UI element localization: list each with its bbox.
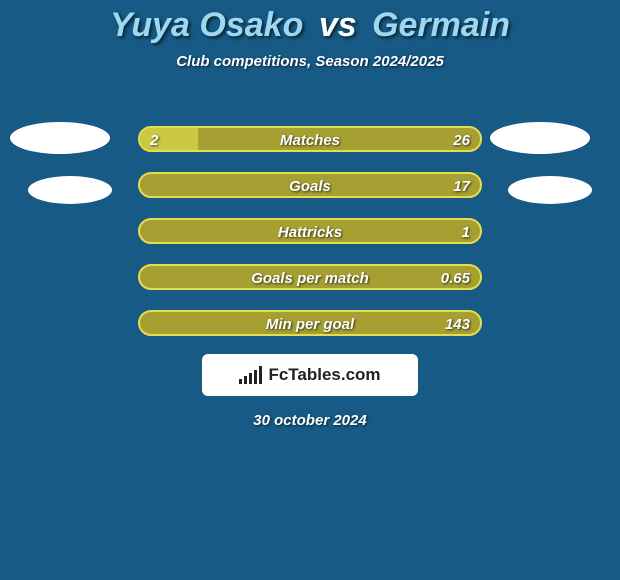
stat-row: Matches2 26: [138, 126, 482, 152]
logo-text: FcTables.com: [268, 365, 380, 385]
stat-label: Min per goal: [140, 312, 480, 334]
stat-label: Hattricks: [140, 220, 480, 242]
avatar-left-1: [10, 122, 110, 154]
comparison-card: Yuya Osako vs Germain Club competitions,…: [0, 0, 620, 580]
stat-label: Matches: [140, 128, 480, 150]
stat-rows: Matches2 26 Goals17 Hattricks1 Goals per mat…: [138, 126, 482, 356]
stat-row: Goals17: [138, 172, 482, 198]
date-label: 30 october 2024: [0, 412, 620, 429]
stat-value-right: 0.65: [441, 266, 470, 288]
stat-row: Goals per match0.65: [138, 264, 482, 290]
stat-row: Min per goal143: [138, 310, 482, 336]
avatar-right-2: [508, 176, 592, 204]
stat-value-right: 1: [462, 220, 470, 242]
stat-value-right: 143: [445, 312, 470, 334]
subtitle: Club competitions, Season 2024/2025: [0, 53, 620, 70]
stat-value-right: 17: [453, 174, 470, 196]
page-title: Yuya Osako vs Germain: [0, 0, 620, 45]
avatar-left-2: [28, 176, 112, 204]
stat-row: Hattricks1: [138, 218, 482, 244]
avatar-right-1: [490, 122, 590, 154]
player1-name: Yuya Osako: [110, 6, 303, 44]
logo-bars-icon: [239, 366, 262, 384]
title-sep: vs: [319, 6, 357, 44]
stat-value-left: 2: [150, 128, 158, 150]
stat-label: Goals: [140, 174, 480, 196]
player2-name: Germain: [372, 6, 510, 44]
stat-label: Goals per match: [140, 266, 480, 288]
source-logo: FcTables.com: [202, 354, 418, 396]
stat-value-right: 26: [453, 128, 470, 150]
